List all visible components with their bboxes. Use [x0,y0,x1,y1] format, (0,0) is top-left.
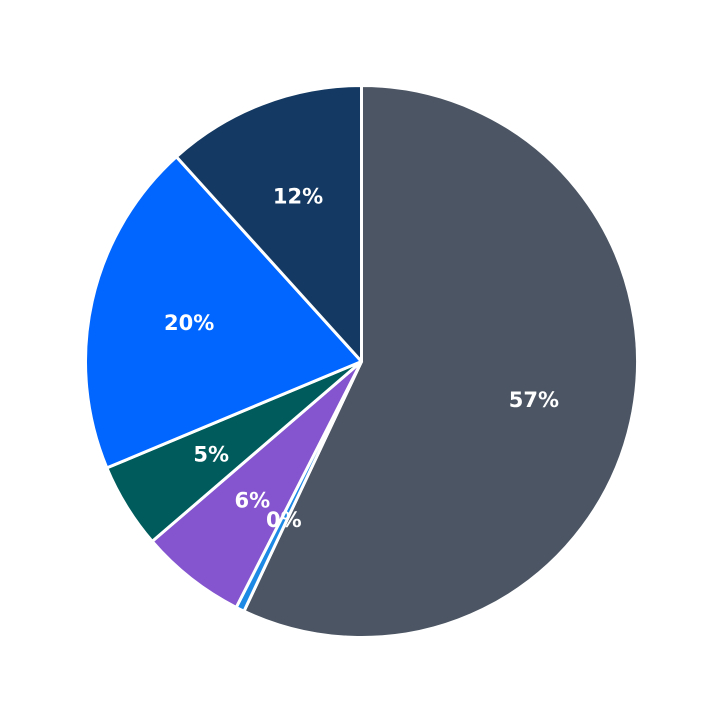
pie-label-1: 0% [266,508,302,532]
pie-label-3: 5% [193,442,229,466]
pie-label-0: 57% [509,388,559,412]
pie-label-4: 20% [164,311,214,335]
pie-label-5: 12% [273,185,323,209]
pie-slices [84,84,639,639]
pie-label-2: 6% [235,488,271,512]
pie-slice-5 [174,84,363,363]
pie-slice-4 [84,155,363,470]
pie-labels: 57% 0%6%5% 20% 12% [164,185,559,532]
pie-slice-0 [242,84,639,639]
